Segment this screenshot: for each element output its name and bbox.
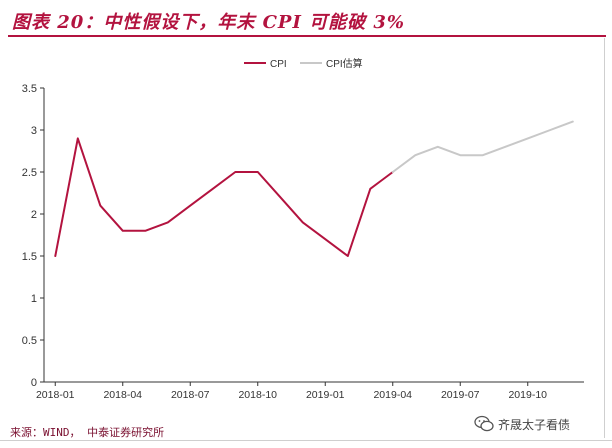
chart-axes bbox=[40, 87, 584, 386]
x-tick-label: 2019-01 bbox=[306, 389, 345, 401]
bottom-border-line bbox=[0, 440, 612, 441]
wechat-icon bbox=[474, 415, 494, 432]
source-note: 来源：WIND， 中泰证券研究所 bbox=[10, 426, 165, 439]
x-tick-label: 2018-04 bbox=[103, 389, 142, 401]
x-tick-labels: 2018-01 2018-04 2018-07 2018-10 2019-01 2019-… bbox=[36, 389, 547, 401]
y-tick-label: 3 bbox=[31, 125, 37, 137]
x-tick-label: 2018-07 bbox=[171, 389, 210, 401]
title-underline bbox=[8, 35, 606, 37]
title-bar: 图表 20：中性假设下，年末 CPI 可能破 3% bbox=[0, 0, 612, 40]
legend-label: CPI估算 bbox=[326, 57, 363, 70]
series-lines bbox=[54, 120, 574, 257]
x-tick-label: 2018-01 bbox=[36, 389, 75, 401]
y-tick-label: 2 bbox=[31, 209, 37, 221]
y-tick-label: 1.5 bbox=[22, 251, 37, 263]
chart-legend: CPI CPI估算 bbox=[244, 57, 363, 70]
watermark-label: 齐晟太子看债 bbox=[498, 417, 571, 432]
x-tick-label: 2019-04 bbox=[373, 389, 412, 401]
watermark: 齐晟太子看债 bbox=[474, 412, 570, 436]
y-tick-label: 0 bbox=[31, 377, 37, 389]
chart-title: 图表 20：中性假设下，年末 CPI 可能破 3% bbox=[12, 12, 406, 33]
y-tick-label: 2.5 bbox=[22, 167, 37, 179]
series-line-cpi-estimate bbox=[391, 120, 574, 173]
x-tick-label: 2019-10 bbox=[508, 389, 547, 401]
series-line-cpi bbox=[54, 137, 394, 257]
x-tick-label: 2018-10 bbox=[238, 389, 277, 401]
y-tick-label: 0.5 bbox=[22, 335, 37, 347]
y-tick-label: 3.5 bbox=[22, 83, 37, 95]
right-border-line bbox=[604, 38, 605, 438]
y-tick-labels: 0 0.5 1 1.5 2 2.5 3 3.5 bbox=[22, 83, 37, 389]
y-tick-label: 1 bbox=[31, 293, 37, 305]
x-tick-label: 2019-07 bbox=[441, 389, 480, 401]
legend-label: CPI bbox=[270, 59, 287, 70]
